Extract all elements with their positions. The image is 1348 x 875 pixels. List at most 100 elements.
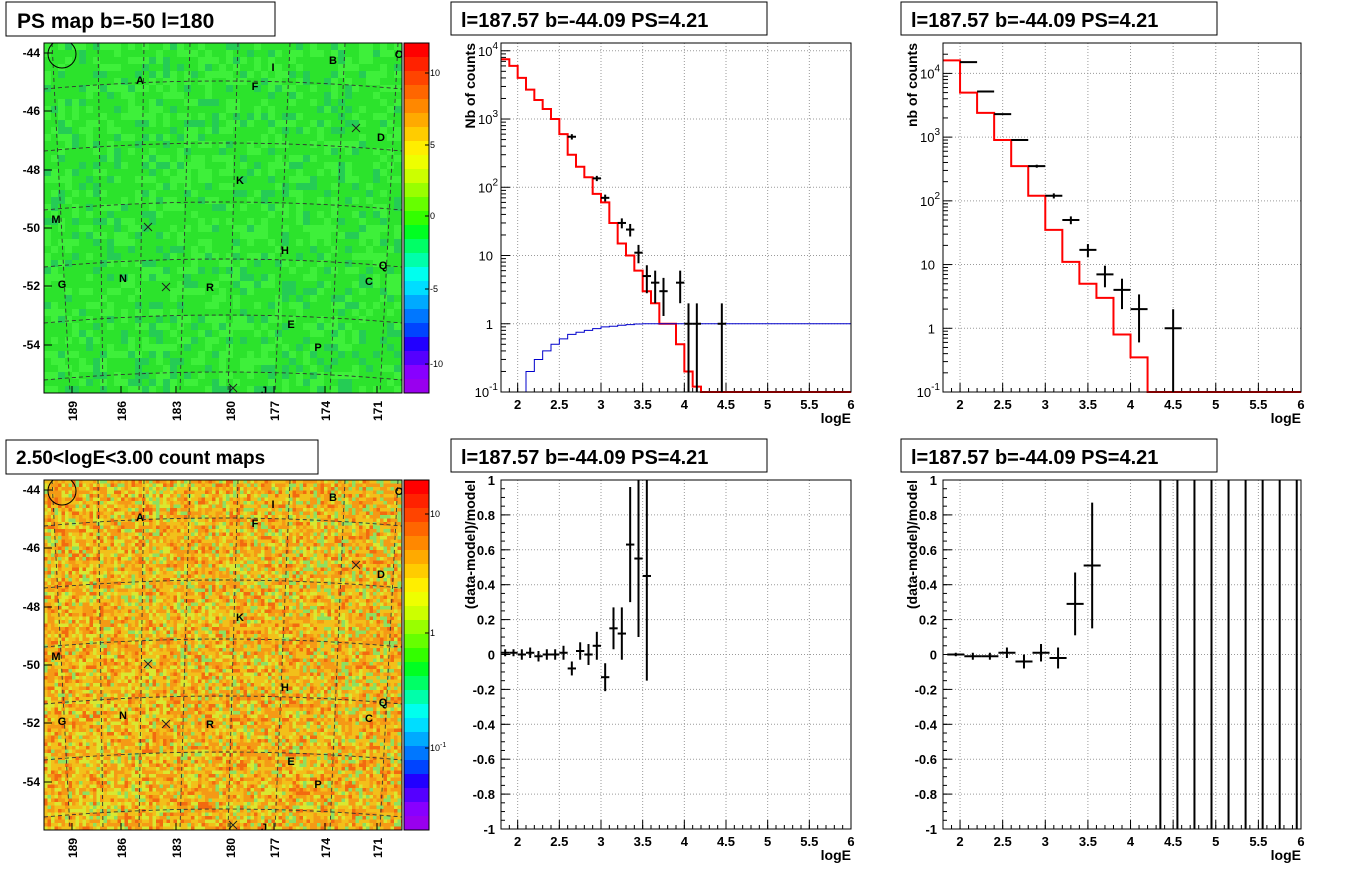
colorbar-segment — [404, 564, 429, 579]
source-label-R: R — [206, 719, 214, 731]
y-tick-exponent: 3 — [492, 109, 498, 120]
latitude-line — [44, 751, 402, 761]
colorbar-bottom: 10 1 10-1 — [403, 479, 446, 831]
latitude-line — [44, 258, 402, 268]
map-x-tick-label: 171 — [371, 838, 385, 858]
map-x-tick-label: 177 — [268, 838, 282, 858]
y-tick-base: 10 — [920, 66, 934, 81]
colorbar-segment — [404, 85, 429, 100]
source-label-E: E — [287, 756, 294, 768]
map-y-tick-label: -44 — [23, 46, 41, 60]
colorbar-segment — [404, 494, 429, 509]
colorbar-segment — [404, 732, 429, 747]
longitude-line — [329, 43, 346, 393]
colorbar-segment — [404, 718, 429, 733]
latitude-line — [44, 517, 402, 527]
colorbar-segment — [404, 690, 429, 705]
colorbar-segment — [404, 606, 429, 621]
y-tick-label: 10 — [921, 258, 935, 273]
map-x-tick-label: 189 — [66, 401, 80, 421]
x-tick-label: 6 — [1297, 834, 1304, 849]
colorbar-segment — [404, 225, 429, 240]
map-panel-bottom: 2.50<logE<3.00 count maps A B C D E F G H I J K M N P… — [5, 439, 446, 858]
x-tick-label: 5 — [764, 397, 771, 412]
map-x-tick-label: 171 — [371, 401, 385, 421]
x-tick-label: 6 — [847, 834, 854, 849]
x-tick-label: 3 — [1042, 834, 1049, 849]
map-cells-orange — [44, 480, 402, 830]
source-label-G: G — [58, 716, 67, 728]
colorbar-segment — [404, 309, 429, 324]
colorbar-segment — [404, 676, 429, 691]
y-tick-label: -1 — [483, 822, 495, 837]
map-x-tick-label: 174 — [319, 401, 333, 421]
source-cross-marker — [143, 659, 153, 669]
colorbar-segment — [404, 141, 429, 156]
x-tick-label: 5 — [1212, 397, 1219, 412]
y-tick-exponent: 2 — [934, 191, 940, 202]
y-tick-label: 10 — [479, 249, 493, 264]
y-tick-label: 0.6 — [477, 543, 495, 558]
y-tick-label: -1 — [925, 822, 937, 837]
longitude-line — [179, 43, 191, 393]
y-tick-label: 0 — [930, 648, 937, 663]
longitude-line — [274, 43, 291, 393]
x-tick-label: 5.5 — [800, 834, 818, 849]
y-tick-label: -0.2 — [915, 682, 937, 697]
y-tick-label: 0.2 — [919, 613, 937, 628]
plot-frame — [500, 479, 852, 830]
y-tick-label: 0.6 — [919, 543, 937, 558]
map-bottom-axes: -44 -46 -48 -50 -52 -54 189 186 183 180 177 174 171 — [23, 483, 385, 858]
roi-circle-marker — [47, 43, 77, 69]
map-y-tick-label: -48 — [23, 163, 41, 177]
source-cross-marker — [161, 282, 171, 292]
colorbar-tick-label: 0 — [430, 211, 435, 221]
colorbar-tick-label: 10 — [430, 68, 440, 78]
residual-a-title-box — [450, 438, 768, 473]
colorbar-segment — [404, 211, 429, 226]
map-x-tick-label: 177 — [268, 401, 282, 421]
latitude-line — [44, 695, 402, 705]
x-tick-label: 5 — [1212, 834, 1219, 849]
map-x-tick-label: 174 — [319, 838, 333, 858]
source-cross-marker — [351, 560, 361, 570]
colorbar-segment — [404, 816, 429, 831]
y-tick-label: -0.4 — [915, 717, 938, 732]
latitude-line — [44, 80, 402, 90]
y-tick-label: 1 — [486, 317, 493, 332]
longitude-line — [138, 43, 145, 393]
longitude-line — [51, 43, 71, 393]
x-tick-label: 2 — [514, 834, 521, 849]
y-tick-base: 1 — [928, 321, 935, 336]
spectrum-panel-a: l=187.57 b=-44.09 PS=4.21 2 2.5 3 3.5 4 4.5 5 5… — [450, 1, 855, 426]
source-label-G: G — [58, 279, 67, 291]
source-label-O: O — [395, 49, 404, 61]
y-tick-label: -0.6 — [915, 752, 937, 767]
x-axis-label: logE — [821, 410, 851, 426]
x-axis-label: logE — [1271, 847, 1301, 863]
model-histogram — [943, 59, 1301, 393]
y-tick-base: 10 — [478, 44, 492, 59]
source-label-K: K — [236, 612, 244, 624]
y-tick-base: 10 — [917, 385, 931, 400]
colorbar-segment — [404, 337, 429, 352]
spectrum-a-plot: 2 2.5 3 3.5 4 4.5 5 5.5 610410310210110-1logENb … — [462, 41, 855, 426]
source-label-C: C — [365, 276, 373, 288]
map-x-tick-label: 186 — [115, 401, 129, 421]
colorbar-tick-exponent: -1 — [440, 742, 446, 749]
latitude-line — [44, 201, 402, 211]
source-label-N: N — [119, 710, 127, 722]
plot-frame — [942, 42, 1302, 393]
longitude-line — [329, 480, 346, 830]
map-bottom-coordinate-grid — [44, 480, 402, 830]
colorbar-segment — [404, 536, 429, 551]
source-label-N: N — [119, 273, 127, 285]
y-tick-label: 0.2 — [477, 613, 495, 628]
colorbar-tick-label: 1 — [430, 628, 435, 638]
map-y-tick-label: -52 — [23, 716, 41, 730]
y-tick-label: 102 — [478, 177, 498, 195]
colorbar-segment — [404, 592, 429, 607]
colorbar-segment — [404, 662, 429, 677]
colorbar-segment — [404, 522, 429, 537]
y-tick-label: -0.4 — [473, 717, 496, 732]
